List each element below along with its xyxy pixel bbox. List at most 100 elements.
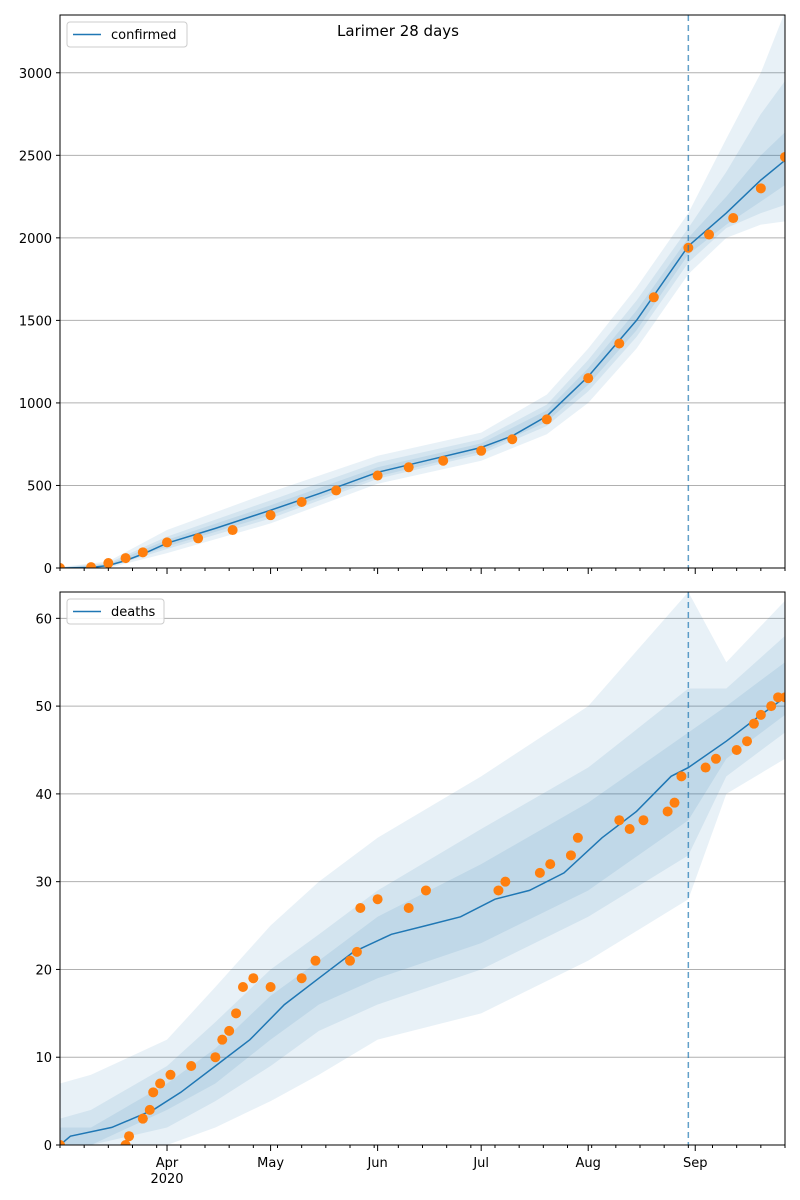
observed-point [710,753,721,764]
observed-point [124,1131,135,1142]
x-tick-label: Jun [366,1156,387,1171]
observed-point [60,1140,65,1145]
observed-point [748,718,759,729]
observed-point [231,1008,242,1019]
observed-point [614,815,625,826]
observed-point [704,229,715,240]
observed-point [638,815,649,826]
observed-point [120,1140,131,1145]
observed-point [534,867,545,878]
legend: confirmed [66,21,188,48]
observed-point [351,946,362,957]
observed-point [648,292,659,303]
observed-point [144,1104,155,1115]
observed-point [420,885,431,896]
confirmed-panel: 0 500 1000 1500 2000 2500 3000 confirmed [19,14,786,577]
observed-point [227,525,238,536]
x-tick-label: Aug [576,1156,601,1171]
y-tick-label: 10 [35,1051,52,1066]
observed-point [614,338,625,349]
observed-point [137,1113,148,1124]
observed-point [662,806,673,817]
model-line [60,159,785,568]
interval-band-inner [60,132,785,568]
y-tick-label: 1000 [19,397,52,412]
observed-point [296,496,307,507]
observed-point [331,485,342,496]
y-tick-label: 500 [27,479,52,494]
y-tick-label: 50 [35,700,52,715]
observed-point [500,876,511,887]
y-tick-label: 60 [35,612,52,627]
observed-point [60,563,65,568]
observed-point [310,955,321,966]
y-tick-label: 30 [35,876,52,891]
chart-title: Larimer 28 days [337,22,459,40]
observed-point [186,1061,197,1071]
observed-point [755,709,766,720]
observed-point [86,562,97,568]
observed-point [137,547,148,558]
observed-point [742,736,753,747]
x-tick-label: Sep [683,1156,708,1171]
observed-point [355,903,366,913]
observed-point [265,982,276,992]
y-tick-label: 2000 [19,232,52,247]
legend-box [66,21,188,48]
y-tick-label: 2500 [19,149,52,164]
observed-point [403,903,414,913]
observed-point [476,445,487,456]
x-tick-label: Jul [472,1156,489,1171]
interval-band-outer [60,15,785,568]
observed-point [372,894,383,905]
observed-point [493,885,504,896]
observed-point [545,859,556,870]
plot-area [60,15,785,568]
observed-point [217,1034,228,1045]
observed-point [248,973,259,984]
observed-point [265,510,276,521]
observed-point [676,771,687,782]
legend-label: confirmed [111,28,177,43]
interval-band-outer [60,592,785,1145]
y-tick-label: 20 [35,963,52,978]
observed-point [700,762,711,773]
observed-point [731,745,742,755]
legend: deaths [66,598,165,625]
y-tick-label: 40 [35,788,52,803]
interval-band-inner [60,662,785,1145]
observed-point [565,850,576,861]
observed-point [780,151,785,162]
observed-point [162,537,173,548]
observed-point [120,553,131,564]
plot-area [60,592,785,1145]
legend-box [66,598,165,625]
observed-point [345,955,355,966]
observed-point [541,414,552,425]
observed-point [773,692,784,703]
observed-point [403,462,414,473]
y-tick-label: 1500 [19,314,52,329]
x-tick-label: Apr [156,1156,179,1171]
observed-point [583,373,594,384]
observed-point [728,213,739,224]
observed-point [148,1087,159,1098]
observed-point [507,434,518,445]
observed-point [669,797,680,808]
observed-point [210,1052,221,1063]
legend-label: deaths [111,605,156,620]
observed-point [224,1025,235,1036]
y-tick-label: 3000 [19,67,52,82]
observed-point [165,1069,176,1080]
observed-point [193,533,204,544]
y-tick-label: 0 [44,562,52,577]
observed-point [296,973,307,984]
observed-point [372,470,383,481]
observed-point [624,824,635,834]
observed-point [766,701,777,712]
observed-point [155,1078,166,1089]
observed-point [780,692,785,703]
observed-point [103,558,114,568]
interval-band-middle [60,81,785,568]
